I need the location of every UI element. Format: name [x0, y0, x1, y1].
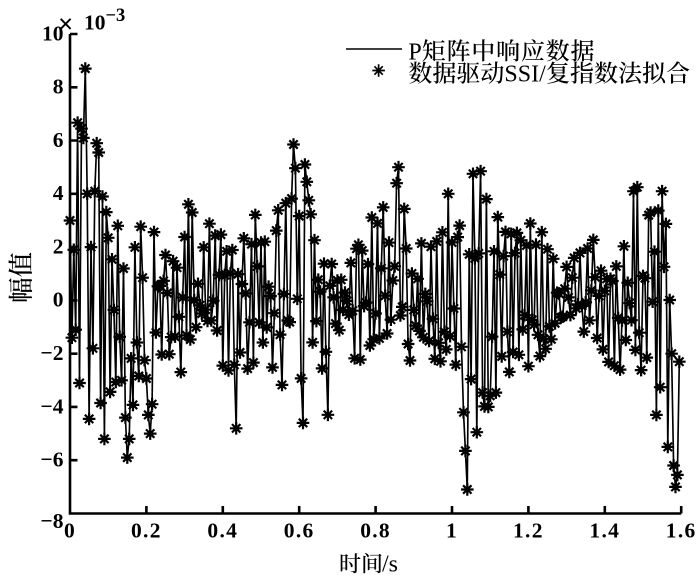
svg-text:1.4: 1.4 [589, 519, 620, 543]
svg-text:SSI/: SSI/ [504, 62, 546, 88]
svg-text:0.8: 0.8 [360, 519, 391, 543]
svg-text:0: 0 [53, 288, 64, 312]
svg-text:−8: −8 [40, 509, 63, 533]
svg-text:6: 6 [53, 128, 64, 152]
svg-text:−4: −4 [40, 394, 63, 418]
svg-text:0: 0 [64, 519, 76, 543]
svg-text:10: 10 [42, 21, 64, 45]
svg-text:×: × [58, 9, 73, 39]
svg-text:1.6: 1.6 [666, 519, 697, 543]
svg-text:P: P [408, 40, 421, 66]
svg-text:0.2: 0.2 [131, 519, 162, 543]
svg-text:−3: −3 [106, 6, 126, 26]
svg-text:−6: −6 [40, 448, 63, 472]
svg-text:4: 4 [53, 181, 64, 205]
svg-text:0.4: 0.4 [207, 519, 238, 543]
svg-text:/s: /s [382, 552, 398, 578]
svg-text:8: 8 [53, 75, 64, 99]
svg-text:1.2: 1.2 [513, 519, 544, 543]
svg-text:1: 1 [446, 519, 458, 543]
svg-text:10: 10 [84, 11, 106, 35]
svg-text:0.6: 0.6 [284, 519, 315, 543]
svg-text:−2: −2 [40, 341, 63, 365]
svg-text:2: 2 [53, 234, 64, 258]
